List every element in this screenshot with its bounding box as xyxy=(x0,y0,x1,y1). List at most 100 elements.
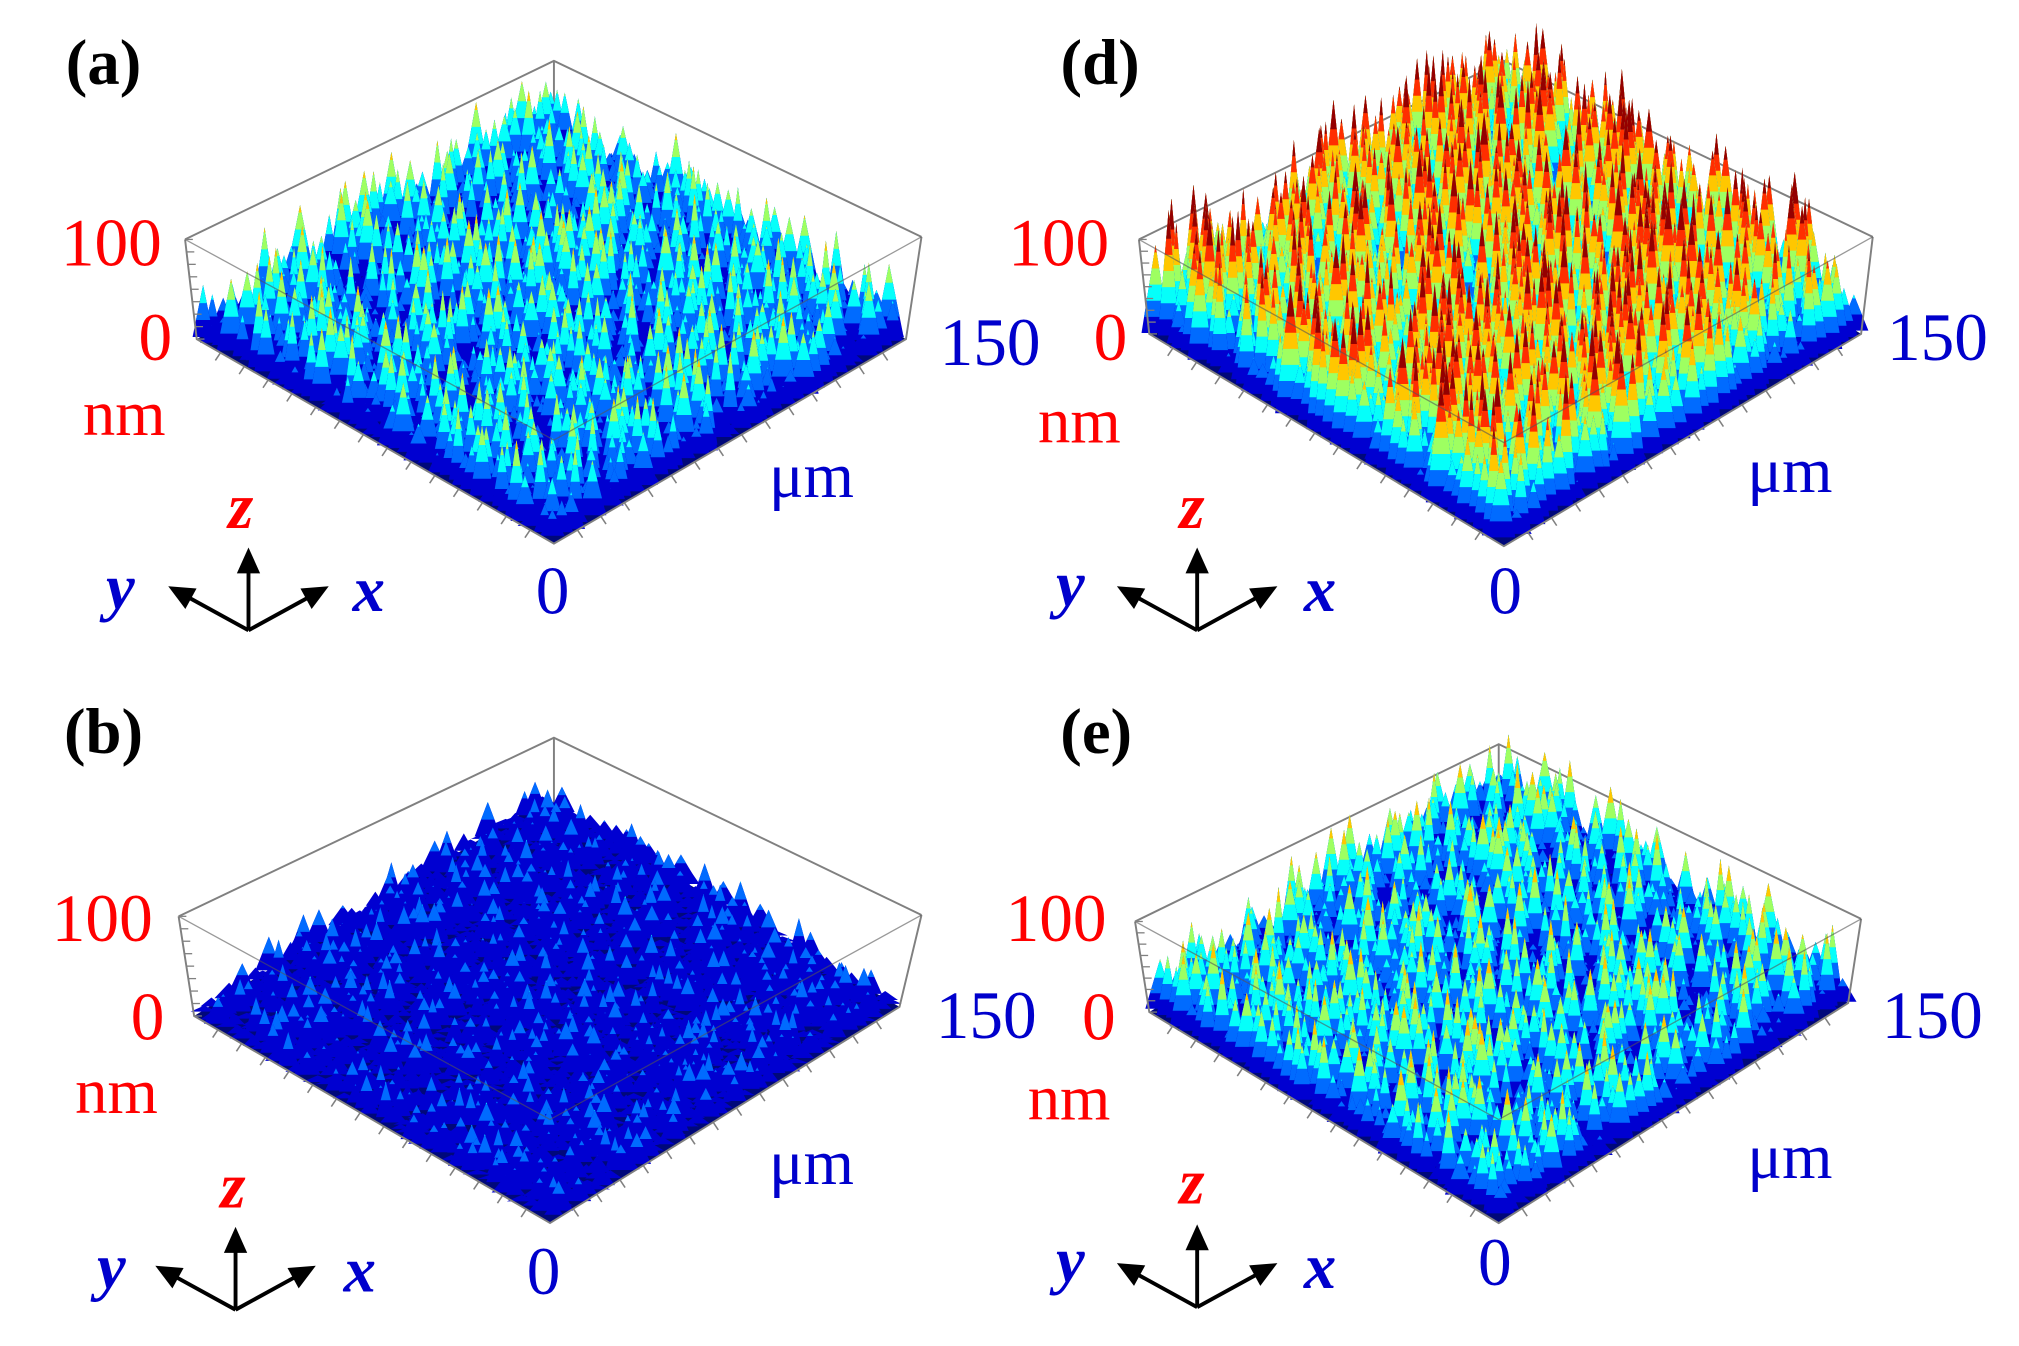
y-tick xyxy=(212,1029,219,1038)
x-tick xyxy=(1717,418,1725,428)
x-tick xyxy=(1836,347,1844,357)
frame-front-edges xyxy=(177,914,923,1225)
panel-label: (d) xyxy=(1061,26,1140,98)
x-tick xyxy=(1646,460,1653,470)
z-tick-label-min: 0 xyxy=(138,300,172,375)
y-tick xyxy=(262,379,269,389)
y-tick xyxy=(1213,1053,1220,1063)
xy-unit-label: μm xyxy=(1747,434,1832,506)
y-tick xyxy=(496,1195,504,1204)
z-axis-label: z xyxy=(226,470,253,542)
y-tick xyxy=(1474,531,1481,541)
y-tick xyxy=(357,434,365,443)
y-tick xyxy=(1236,1067,1244,1077)
y-tick xyxy=(1261,404,1269,413)
y-tick xyxy=(1167,347,1174,357)
y-tick xyxy=(1166,1025,1174,1035)
y-tick xyxy=(1450,517,1458,527)
x-tick xyxy=(1812,361,1820,371)
x-tick xyxy=(1707,1090,1715,1100)
x-tick xyxy=(1544,1193,1552,1202)
y-tick xyxy=(449,1167,456,1177)
y-tick xyxy=(286,393,293,402)
x-tick xyxy=(741,434,748,443)
x-tick xyxy=(881,352,889,361)
x-tick xyxy=(689,1136,696,1145)
x-tick xyxy=(600,515,607,525)
y-tick xyxy=(333,420,341,430)
y-tick xyxy=(309,406,317,416)
x-tick xyxy=(1754,1061,1761,1070)
z-tick-label-max: 100 xyxy=(1008,205,1109,280)
y-axis-label: y xyxy=(1049,548,1085,620)
y-tick xyxy=(520,1208,527,1218)
z-tick-label-max: 100 xyxy=(61,205,162,280)
y-tick xyxy=(259,1056,266,1066)
x-axis-label: x xyxy=(1303,553,1336,625)
x-tick xyxy=(1574,503,1582,512)
z-tick-label-min: 0 xyxy=(131,979,165,1054)
surface-panel-d: (d) 100 0 nm 150 μm 0 z y x xyxy=(1008,23,1988,632)
axis-triad-icon xyxy=(1116,547,1278,632)
y-tick xyxy=(1399,1166,1407,1175)
x-tick xyxy=(787,406,795,416)
y-tick xyxy=(1285,418,1292,428)
x-tick xyxy=(1637,1134,1645,1144)
y-tick xyxy=(378,1125,385,1135)
x-tick xyxy=(764,420,771,430)
x-tick xyxy=(1527,531,1534,541)
x-tick xyxy=(595,1193,603,1203)
y-tick xyxy=(1329,1124,1337,1133)
xy-unit-label: μm xyxy=(769,439,854,511)
xy-tick-label-max: 150 xyxy=(940,305,1041,380)
z-unit-label: nm xyxy=(83,377,166,449)
x-tick xyxy=(623,502,631,511)
x-axis-label: x xyxy=(343,1234,376,1306)
y-tick xyxy=(1332,446,1340,456)
x-tick xyxy=(782,1078,789,1088)
x-tick xyxy=(875,1020,883,1030)
panel-label: (e) xyxy=(1060,695,1132,767)
x-tick xyxy=(572,1208,580,1217)
x-tick xyxy=(852,1035,859,1044)
z-tick-label-min: 0 xyxy=(1082,979,1116,1054)
axis-triad-icon xyxy=(1116,1224,1278,1309)
surface-mesh xyxy=(190,781,902,1224)
x-tick xyxy=(1684,1105,1691,1114)
y-tick xyxy=(306,1084,314,1094)
z-tick-label-min: 0 xyxy=(1094,300,1128,375)
x-tick xyxy=(665,1150,673,1160)
y-tick xyxy=(1308,432,1316,442)
x-tick xyxy=(735,1107,743,1116)
y-tick xyxy=(429,474,436,484)
xy-tick-label-min: 0 xyxy=(536,553,570,628)
x-tick xyxy=(670,474,678,484)
y-axis-label: y xyxy=(90,1230,126,1302)
y-tick xyxy=(283,1070,290,1080)
y-tick xyxy=(1190,361,1198,371)
x-tick xyxy=(1693,432,1701,442)
xy-tick-label-max: 150 xyxy=(1887,300,1988,375)
y-tick xyxy=(1376,1152,1383,1161)
frame-top-edges xyxy=(178,914,922,1121)
surface-mesh xyxy=(1141,23,1869,547)
axis-triad-icon xyxy=(168,547,329,632)
y-tick xyxy=(1238,390,1245,399)
z-unit-label: nm xyxy=(1028,1062,1111,1134)
y-tick xyxy=(381,447,388,457)
xy-unit-label: μm xyxy=(1747,1120,1832,1192)
y-tick xyxy=(214,352,222,361)
y-tick xyxy=(405,461,412,470)
x-tick xyxy=(712,1121,719,1131)
x-tick xyxy=(828,1049,836,1059)
x-tick xyxy=(1614,1149,1622,1158)
x-tick xyxy=(1824,1017,1831,1026)
x-tick xyxy=(1622,474,1629,484)
y-tick xyxy=(473,1181,480,1190)
x-tick xyxy=(858,365,865,375)
axis-triad-icon xyxy=(155,1226,316,1312)
panel-label: (a) xyxy=(66,26,141,98)
y-tick xyxy=(1403,489,1410,498)
